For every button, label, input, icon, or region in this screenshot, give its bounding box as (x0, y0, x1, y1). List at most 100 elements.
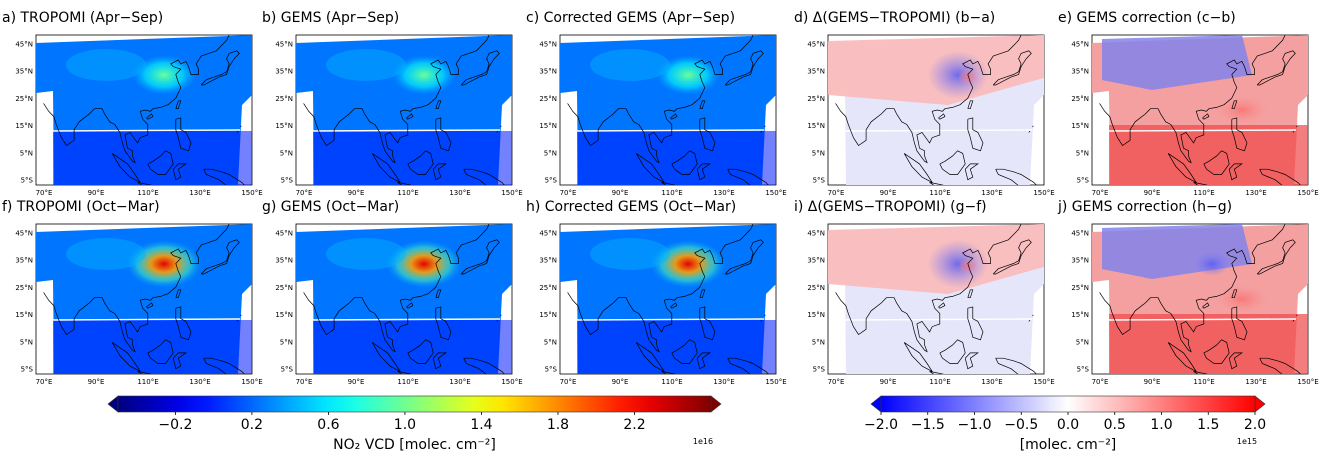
y-tick-label: 5°N (280, 149, 293, 157)
y-tick-label: 5°N (20, 338, 33, 346)
coastline (567, 35, 769, 185)
y-tick-label: 45°N (15, 41, 33, 49)
y-tick-label: 5°S (281, 366, 294, 374)
map-panel: a) TROPOMI (Apr−Sep) 45°N 35°N 25°N 15°N 5°N 5… (2, 10, 263, 197)
y-tick-label: 45°N (539, 230, 557, 238)
colorbar-diff: −2.0 −1.5 −1.0 −0.5 0.0 0.5 1.0 1.5 2.0 [molec. c… (864, 395, 1266, 453)
x-tick-label: 110°E (397, 378, 418, 386)
y-tick-label: 25°N (1071, 284, 1089, 292)
map-panel: d) Δ(GEMS−TROPOMI) (b−a) 45°N 35°N 25°N 15°N… (794, 10, 1055, 197)
panel-title: f) TROPOMI (Oct−Mar) (2, 199, 160, 215)
y-tick-label: 5°N (544, 338, 557, 346)
y-tick-label: 5°S (1077, 366, 1090, 374)
colorbar-tick-label: 1.5 (1197, 417, 1219, 433)
y-tick-label: 25°N (539, 284, 557, 292)
y-tick-label: 35°N (807, 68, 825, 76)
colorbar-tick-label: 1.0 (394, 417, 416, 433)
map-panel: j) GEMS correction (h−g) 45°N 35°N 25°N 15°N… (1057, 199, 1319, 386)
panel-title: b) GEMS (Apr−Sep) (262, 10, 399, 26)
scan-gap-line (312, 129, 501, 132)
positive-correction-band (1109, 314, 1308, 374)
y-tick-label: 25°N (807, 284, 825, 292)
y-tick-label: 25°N (15, 284, 33, 292)
y-tick-label: 35°N (275, 257, 293, 265)
y-tick-label: 15°N (1071, 122, 1089, 130)
coastline (835, 35, 1037, 185)
y-tick-label: 15°N (807, 311, 825, 319)
x-tick-label: 130°E (713, 378, 734, 386)
positive-bias-spot (958, 258, 978, 274)
ocean-low-band (53, 320, 252, 374)
y-tick-label: 5°S (545, 177, 558, 185)
y-tick-label: 45°N (15, 230, 33, 238)
scan-gap-line (1108, 318, 1297, 321)
y-tick-label: 45°N (1071, 230, 1089, 238)
x-tick-label: 110°E (137, 378, 158, 386)
x-tick-label: 150°E (501, 189, 522, 197)
x-tick-label: 130°E (449, 189, 470, 197)
y-tick-label: 35°N (1071, 68, 1089, 76)
colorbar-tick-label: −0.5 (1004, 417, 1038, 433)
map-panel: e) GEMS correction (c−b) 45°N 35°N 25°N 15°N… (1058, 10, 1319, 197)
panel-title: i) Δ(GEMS−TROPOMI) (g−f) (794, 199, 987, 215)
plateau-region (590, 49, 670, 81)
plateau-region (66, 238, 146, 270)
y-tick-label: 15°N (15, 311, 33, 319)
positive-bias-spot (958, 69, 978, 85)
positive-correction-spot (1216, 96, 1268, 124)
map-panel: c) Corrected GEMS (Apr−Sep) 45°N 35°N 25°N 1… (526, 10, 787, 197)
y-tick-label: 15°N (539, 311, 557, 319)
x-tick-label: 130°E (189, 189, 210, 197)
colorbar-tick-label: 1.8 (547, 417, 569, 433)
y-tick-label: 35°N (15, 68, 33, 76)
y-tick-label: 25°N (15, 95, 33, 103)
scan-gap-line (312, 318, 501, 321)
y-tick-label: 5°S (281, 177, 294, 185)
y-tick-label: 45°N (1071, 41, 1089, 49)
panel-title: c) Corrected GEMS (Apr−Sep) (526, 10, 735, 26)
ocean-low-band (577, 320, 776, 374)
colorbar-tick-label: 2.2 (623, 417, 645, 433)
x-tick-label: 90°E (880, 378, 897, 386)
y-tick-label: 45°N (275, 41, 293, 49)
coastline (303, 224, 505, 374)
x-tick-label: 70°E (828, 378, 845, 386)
x-tick-label: 110°E (1193, 378, 1214, 386)
y-tick-label: 15°N (807, 122, 825, 130)
y-tick-label: 5°N (1076, 149, 1089, 157)
y-tick-label: 15°N (1071, 311, 1089, 319)
x-tick-label: 70°E (296, 189, 313, 197)
x-tick-label: 70°E (296, 378, 313, 386)
map-panel: f) TROPOMI (Oct−Mar) 45°N 35°N 25°N 15°N 5°N 5… (2, 199, 263, 386)
x-tick-label: 90°E (612, 378, 629, 386)
colorbar-tick-label: 0.0 (1057, 417, 1079, 433)
y-tick-label: 45°N (807, 230, 825, 238)
colorbar-tick-label: 1.4 (470, 417, 492, 433)
panel-title: d) Δ(GEMS−TROPOMI) (b−a) (794, 10, 995, 26)
panel-title: g) GEMS (Oct−Mar) (262, 199, 399, 215)
y-tick-label: 35°N (539, 68, 557, 76)
x-tick-label: 90°E (348, 378, 365, 386)
y-tick-label: 35°N (807, 257, 825, 265)
colorbar-no2: −0.2 0.2 0.6 1.0 1.4 1.8 2.2 NO₂ VCD [molec. cm… (107, 395, 722, 453)
x-tick-label: 130°E (713, 189, 734, 197)
x-tick-label: 130°E (449, 378, 470, 386)
y-tick-label: 15°N (275, 122, 293, 130)
y-tick-label: 5°N (1076, 338, 1089, 346)
panel-title: e) GEMS correction (c−b) (1058, 10, 1236, 26)
colorbar-tick-label: 2.0 (1244, 417, 1266, 433)
x-tick-label: 150°E (1033, 378, 1054, 386)
x-tick-label: 110°E (397, 189, 418, 197)
y-tick-label: 35°N (275, 68, 293, 76)
ocean-low-band (313, 131, 512, 185)
coastline (835, 224, 1037, 374)
colorbar-extend-high (710, 395, 722, 413)
x-tick-label: 150°E (501, 378, 522, 386)
x-tick-label: 110°E (929, 378, 950, 386)
x-tick-label: 70°E (36, 378, 53, 386)
coastline (1099, 35, 1301, 185)
y-tick-label: 5°S (545, 366, 558, 374)
x-tick-label: 110°E (661, 189, 682, 197)
plateau-region (326, 49, 406, 81)
